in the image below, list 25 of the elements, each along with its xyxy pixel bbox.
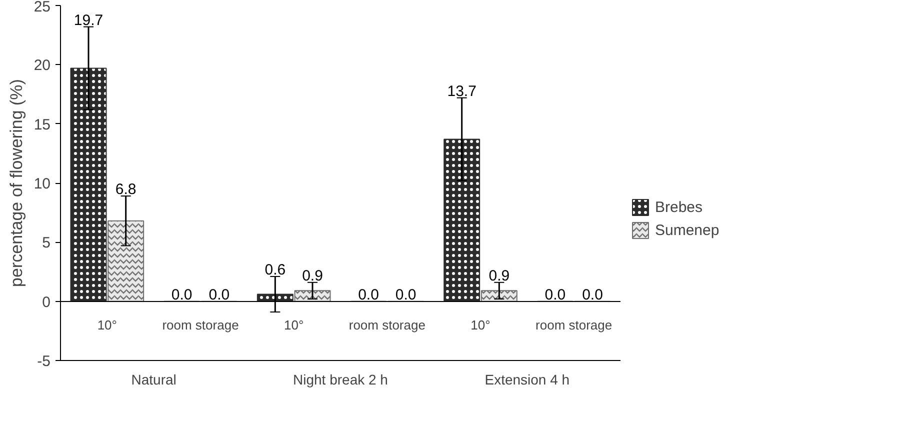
data-label: 6.8 bbox=[115, 181, 136, 198]
x-tick-label: 10° bbox=[284, 317, 304, 332]
data-label: 0.9 bbox=[488, 267, 510, 284]
x-tick-label: room storage bbox=[162, 317, 239, 332]
x-tick-label: room storage bbox=[348, 317, 426, 332]
text: Natural bbox=[131, 372, 176, 388]
y-tick-label: 25 bbox=[34, 0, 51, 16]
y-axis-title: percentage of flowering (%) bbox=[6, 79, 26, 287]
data-label: 0.9 bbox=[302, 267, 323, 284]
data-label: 0.6 bbox=[264, 261, 286, 278]
y-tick-label: 5 bbox=[42, 234, 50, 252]
text: Night break 2 h bbox=[293, 372, 388, 388]
y-tick-label: 0 bbox=[42, 294, 50, 311]
y-tick-label: 10 bbox=[34, 176, 51, 192]
x-tick-label: 10° bbox=[97, 317, 118, 332]
text: Extension 4 h bbox=[484, 372, 570, 388]
data-label: 19.7 bbox=[74, 12, 104, 29]
legend-label: Sumenep bbox=[655, 222, 720, 238]
x-tick-label: 10° bbox=[470, 317, 490, 332]
x-tick-label: room storage bbox=[536, 317, 612, 332]
y-tick-label: -5 bbox=[37, 353, 51, 370]
y-tick-label: 20 bbox=[34, 57, 51, 74]
legend-label: Brebes bbox=[655, 198, 703, 216]
data-label: 13.7 bbox=[447, 82, 476, 100]
y-tick-label: 15 bbox=[34, 116, 51, 134]
